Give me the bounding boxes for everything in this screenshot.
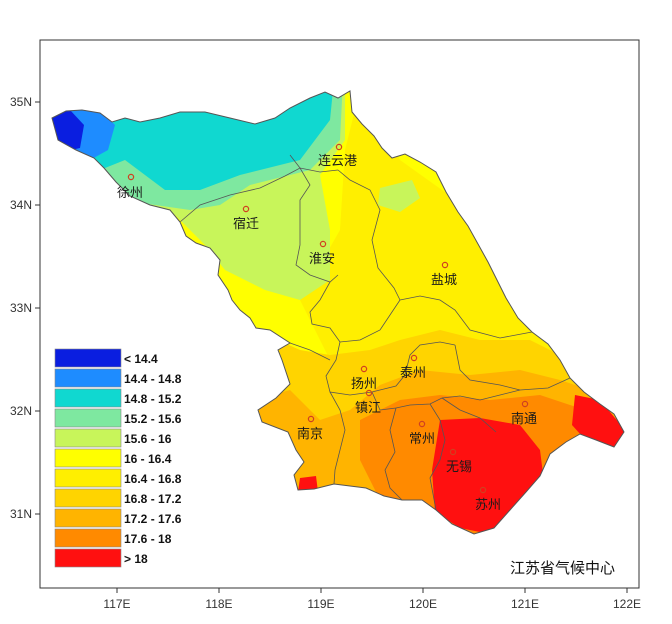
legend-label: 16.8 - 17.2 xyxy=(124,492,182,506)
city-label-changzhou: 常州 xyxy=(409,432,435,447)
legend-swatch xyxy=(54,468,122,488)
city-label-xuzhou: 徐州 xyxy=(117,186,143,201)
city-marker xyxy=(365,389,373,397)
city-marker xyxy=(449,448,457,456)
legend-swatch xyxy=(54,528,122,548)
legend-swatch xyxy=(54,488,122,508)
x-tick-label: 119E xyxy=(307,597,334,611)
legend-swatch xyxy=(54,548,122,568)
legend-swatch xyxy=(54,368,122,388)
legend-label: 14.4 - 14.8 xyxy=(124,372,182,386)
city-marker xyxy=(410,354,418,362)
boundary-line xyxy=(325,341,456,396)
city-marker xyxy=(319,240,327,248)
band-below-14.4 xyxy=(52,108,84,152)
city-label-yancheng: 盐城 xyxy=(431,273,457,288)
city-marker xyxy=(242,205,250,213)
x-tick-labels: 117E 118E 119E 120E 121E 122E xyxy=(103,597,641,611)
legend-label: 17.2 - 17.6 xyxy=(124,512,182,526)
legend-label: 17.6 - 18 xyxy=(124,532,172,546)
x-tick-label: 118E xyxy=(205,597,232,611)
y-tick-labels: 35N 34N 33N 32N 31N xyxy=(10,95,32,521)
boundary-line xyxy=(337,169,401,301)
legend-label: 15.2 - 15.6 xyxy=(124,412,182,426)
boundary-line xyxy=(384,407,403,501)
y-tick-label: 32N xyxy=(10,404,32,418)
city-label-wuxi: 无锡 xyxy=(446,460,472,475)
prefecture-boundaries xyxy=(179,154,571,511)
x-tick-label: 120E xyxy=(409,597,437,611)
city-marker xyxy=(127,173,135,181)
city-marker xyxy=(307,415,315,423)
x-tick-label: 117E xyxy=(103,597,130,611)
city-label-nanjing: 南京 xyxy=(297,426,323,442)
band-14.8-15.2 xyxy=(52,91,338,190)
city-marker xyxy=(335,143,343,151)
boundary-line xyxy=(429,403,446,511)
legend-label: 14.8 - 15.2 xyxy=(124,392,182,406)
boundary-line xyxy=(371,377,571,411)
y-tick-label: 33N xyxy=(10,301,32,315)
legend-swatch xyxy=(54,448,122,468)
boundary-line xyxy=(289,342,331,361)
axis-ticks xyxy=(35,101,628,593)
city-marker xyxy=(418,420,426,428)
x-tick-label: 121E xyxy=(511,597,539,611)
legend-label: > 18 xyxy=(124,552,148,566)
city-label-huaian: 淮安 xyxy=(309,252,335,267)
boundary-line xyxy=(309,281,401,343)
city-label-zhenjiang: 镇江 xyxy=(355,401,381,416)
boundary-line xyxy=(179,167,339,223)
legend-label: 15.6 - 16 xyxy=(124,432,172,446)
city-marker xyxy=(479,486,487,494)
legend-label: 16.4 - 16.8 xyxy=(124,472,182,486)
boundary-line xyxy=(329,391,346,485)
boundary-line xyxy=(441,397,497,433)
boundary-line xyxy=(289,154,339,283)
boundary-line xyxy=(454,344,521,391)
city-label-lianyungang: 连云港 xyxy=(318,153,357,169)
band-15.6-16-east xyxy=(378,180,420,212)
y-tick-label: 34N xyxy=(10,198,32,212)
legend-swatch xyxy=(54,508,122,528)
legend-label: 16 - 16.4 xyxy=(124,452,172,466)
city-label-nantong: 南通 xyxy=(511,411,537,427)
city-label-suzhou: 苏州 xyxy=(475,497,501,513)
legend-label: < 14.4 xyxy=(124,352,158,366)
city-marker xyxy=(441,261,449,269)
city-marker xyxy=(360,365,368,373)
city-marker xyxy=(521,400,529,408)
y-tick-label: 35N xyxy=(10,95,32,109)
legend-swatch xyxy=(54,388,122,408)
legend-swatch xyxy=(54,348,122,368)
city-label-suqian: 宿迁 xyxy=(233,216,259,232)
boundary-line xyxy=(399,295,533,339)
x-tick-label: 122E xyxy=(613,597,641,611)
credit-label: 江苏省气候中心 xyxy=(510,559,615,577)
y-tick-label: 31N xyxy=(10,507,32,521)
city-label-taizhou: 泰州 xyxy=(400,366,426,381)
legend-swatch xyxy=(54,408,122,428)
city-markers xyxy=(127,143,529,494)
band-above-18-southwest xyxy=(298,476,318,492)
city-labels: 连云港 徐州 宿迁 淮安 盐城 扬州 泰州 镇江 南京 常州 南通 无锡 苏州 xyxy=(117,153,537,513)
legend-swatch xyxy=(54,428,122,448)
city-label-yangzhou: 扬州 xyxy=(351,377,377,392)
legend: < 14.4 14.4 - 14.8 14.8 - 15.2 15.2 - 15.6 1… xyxy=(54,348,182,568)
